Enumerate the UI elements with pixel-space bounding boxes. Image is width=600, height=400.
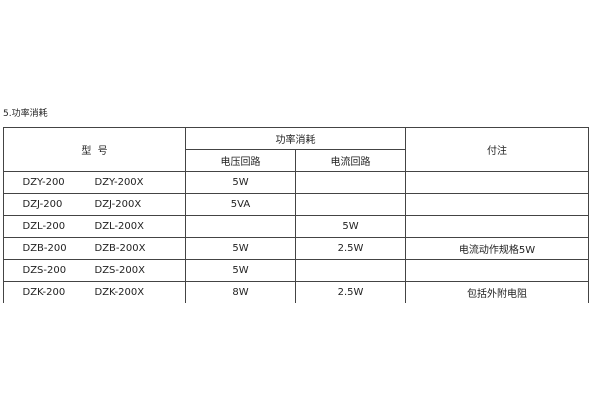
voltage-cell: 5VA [185,193,296,216]
table-row: DZY-200 DZY-200X 5W [3,171,589,194]
current-cell: 5W [295,215,406,238]
section-title: 5.功率消耗 [3,109,48,119]
voltage-cell: 5W [185,171,296,194]
note-cell [405,171,589,194]
current-cell [295,193,406,216]
header-voltage: 电压回路 [185,149,296,172]
model-b: DZK-200X [94,287,145,298]
model-cell: DZY-200 DZY-200X [3,171,186,194]
model-b: DZB-200X [94,243,146,254]
voltage-cell: 5W [185,237,296,260]
model-cell: DZJ-200 DZJ-200X [3,193,186,216]
model-cell: DZB-200 DZB-200X [3,237,186,260]
model-cell: DZL-200 DZL-200X [3,215,186,238]
model-a: DZJ-200 [22,199,63,210]
voltage-cell: 8W [185,281,296,303]
header-row: 型 号 功率消耗 付注 [3,127,589,172]
header-power: 功率消耗 [185,127,406,150]
model-cell: DZK-200 DZK-200X [3,281,186,303]
note-cell: 电流动作规格5W [405,237,589,260]
current-cell [295,259,406,282]
note-cell [405,193,589,216]
note-cell: 包括外附电阻 [405,281,589,303]
table-row: DZK-200 DZK-200X 8W 2.5W 包括外附电阻 [3,281,589,303]
model-a: DZK-200 [22,287,66,298]
note-cell [405,259,589,282]
model-cell: DZS-200 DZS-200X [3,259,186,282]
header-current: 电流回路 [295,149,406,172]
model-a: DZS-200 [22,265,67,276]
current-cell [295,171,406,194]
model-a: DZY-200 [22,177,65,188]
header-note: 付注 [405,127,589,172]
model-b: DZY-200X [94,177,144,188]
model-a: DZB-200 [22,243,67,254]
table-row: DZL-200 DZL-200X 5W [3,215,589,238]
model-b: DZS-200X [94,265,145,276]
current-cell: 2.5W [295,281,406,303]
table-row: DZB-200 DZB-200X 5W 2.5W 电流动作规格5W [3,237,589,260]
current-cell: 2.5W [295,237,406,260]
model-b: DZJ-200X [94,199,142,210]
voltage-cell: 5W [185,259,296,282]
note-cell [405,215,589,238]
header-model: 型 号 [3,127,186,172]
model-a: DZL-200 [22,221,66,232]
power-consumption-table: 型 号 功率消耗 付注 电压回路 电流回路 DZY-200 DZY-200X 5W… [3,127,589,303]
table-row: DZJ-200 DZJ-200X 5VA [3,193,589,216]
table-row: DZS-200 DZS-200X 5W [3,259,589,282]
voltage-cell [185,215,296,238]
subheader-row: 电压回路 电流回路 [4,149,589,172]
model-b: DZL-200X [94,221,145,232]
